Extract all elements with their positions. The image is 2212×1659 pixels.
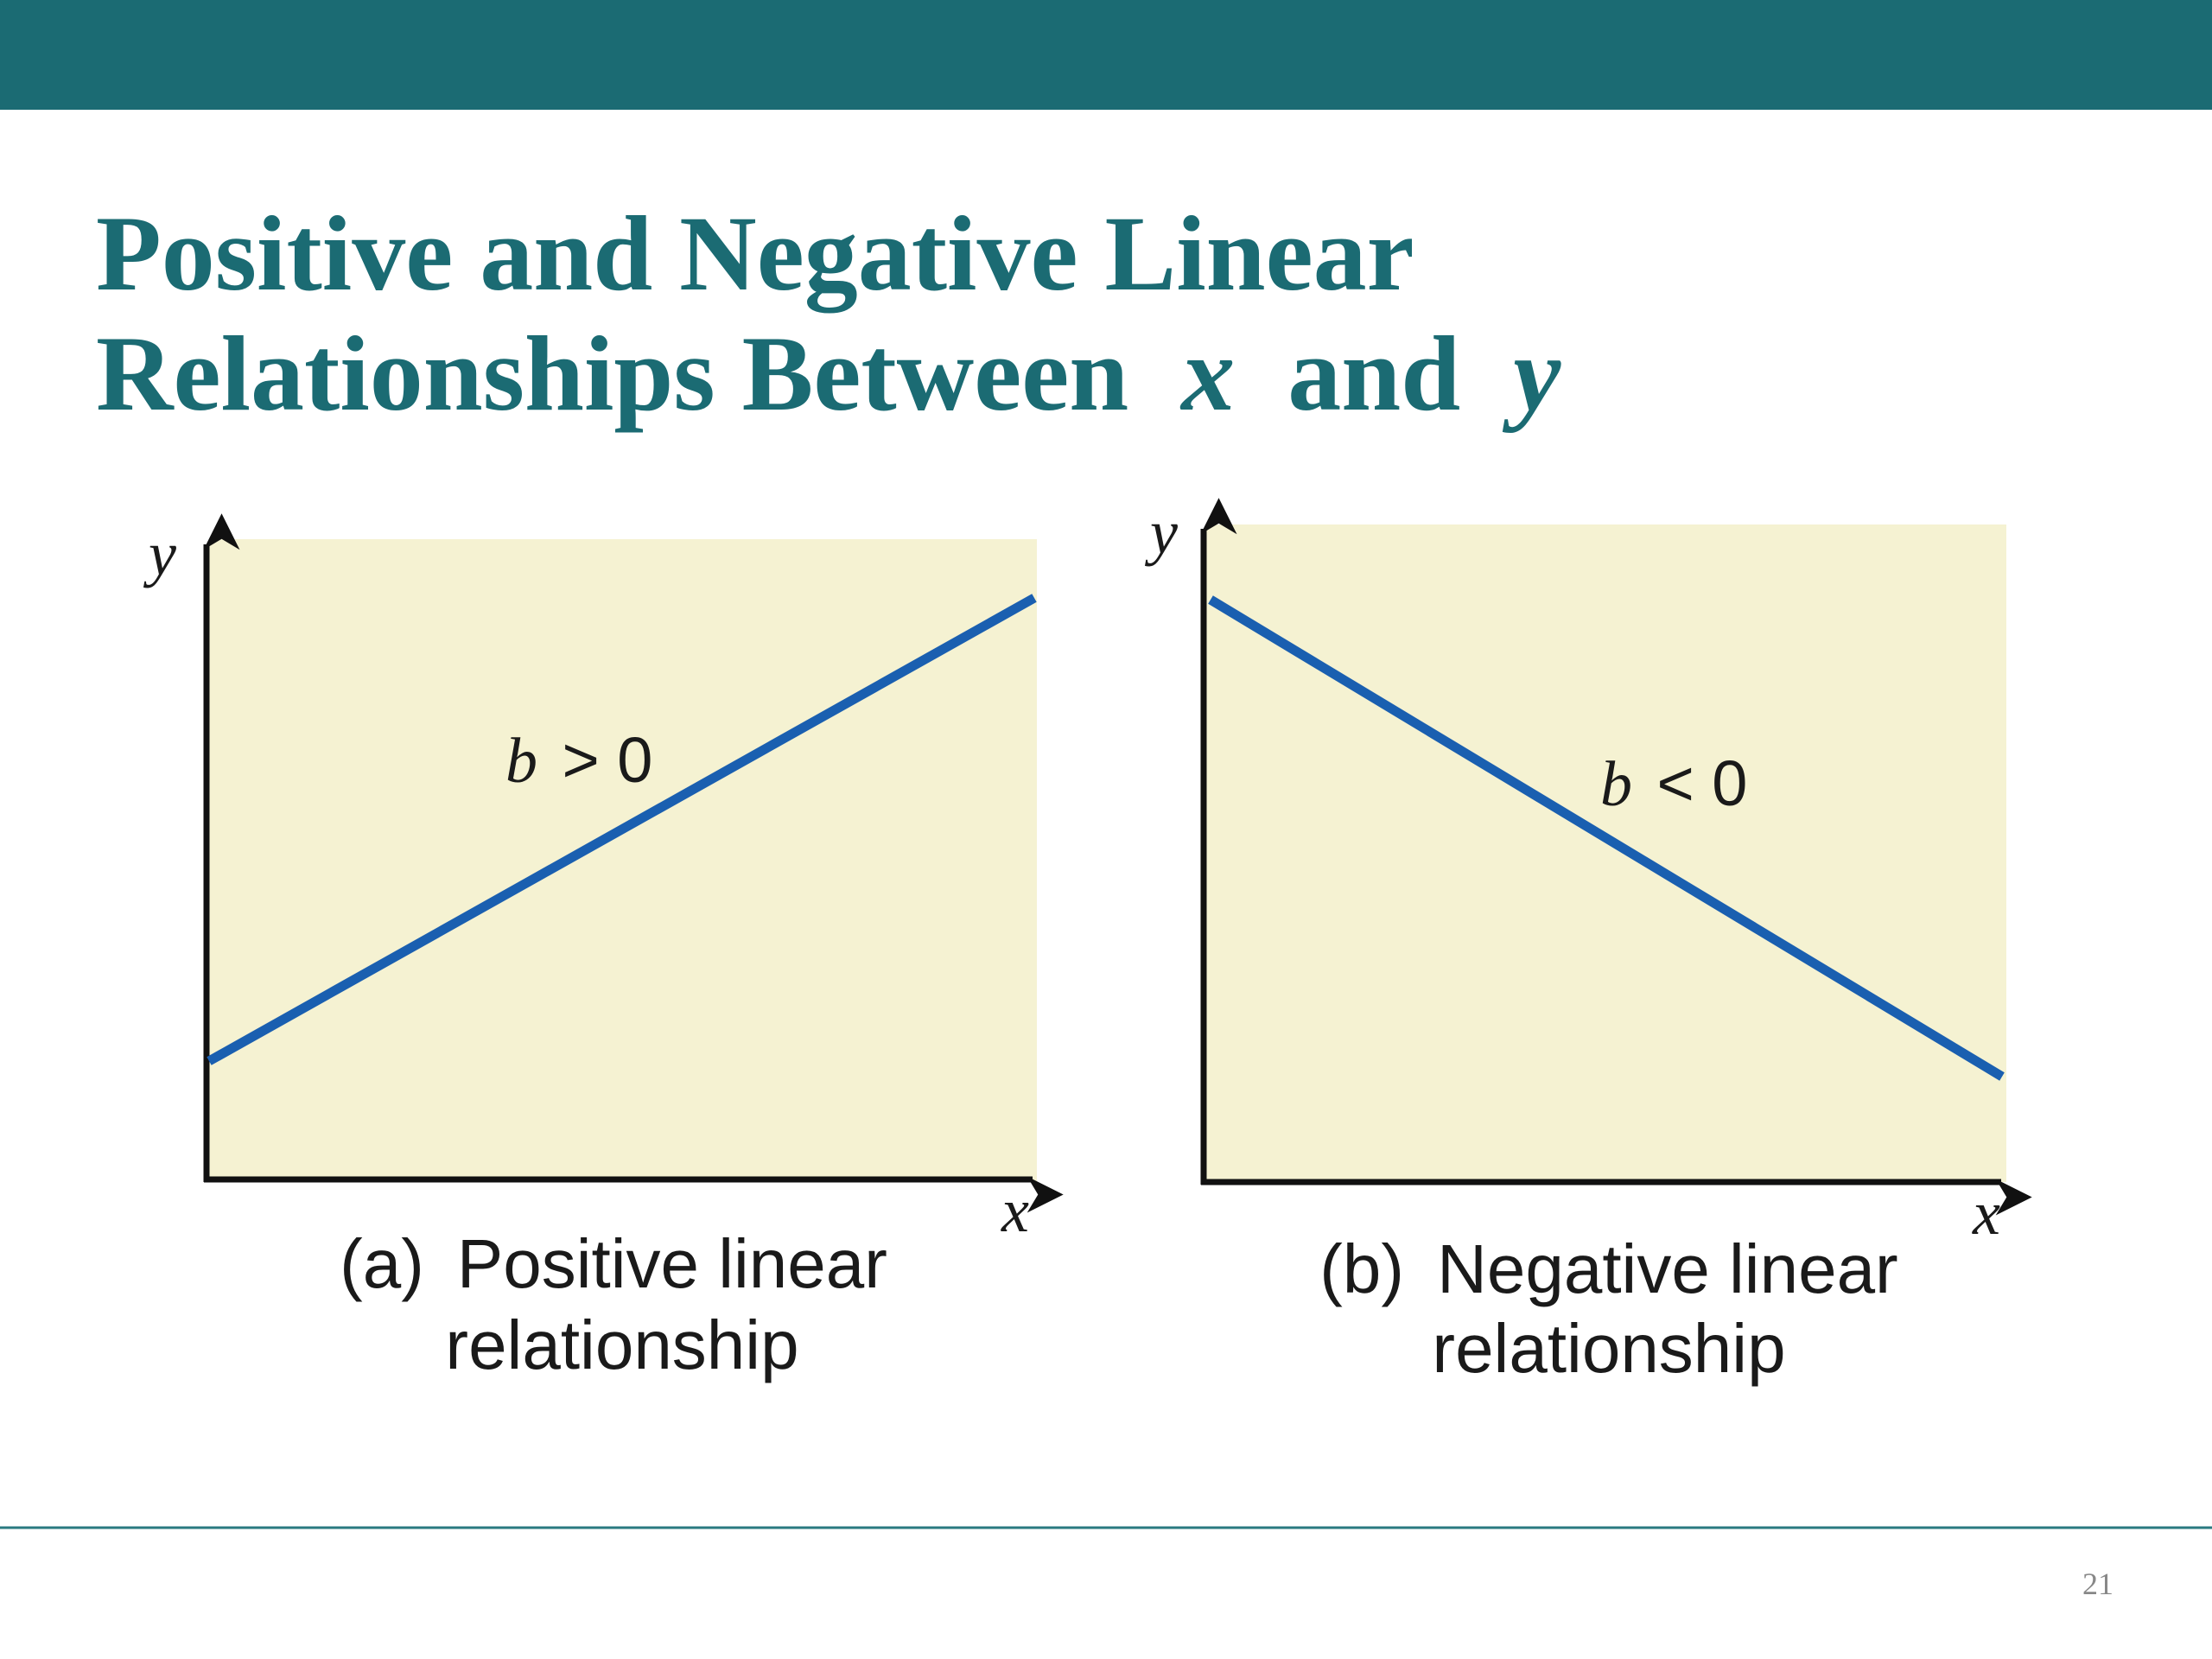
x-label: x (1972, 1179, 2000, 1248)
trend-line (1208, 595, 2005, 1081)
title-text: and (1287, 315, 1460, 433)
plot-bg (1206, 524, 2006, 1182)
caption-line2: relationship (445, 1306, 798, 1383)
caption-line1: (a) Positive linear (340, 1225, 887, 1303)
y-label: y (143, 519, 176, 588)
plot-bg (209, 539, 1037, 1182)
y-label: y (1144, 498, 1178, 567)
page-number: 21 (2082, 1567, 2113, 1601)
slope-label: b < 0 (1600, 747, 1747, 820)
slope-relation: < 0 (1657, 747, 1748, 819)
caption-text: Positive linear (457, 1225, 887, 1302)
caption-line2: relationship (1432, 1310, 1785, 1387)
slope-label: b > 0 (505, 724, 652, 797)
caption-letter: (b) (1319, 1230, 1404, 1307)
slope-relation: > 0 (563, 724, 653, 796)
top-bar (0, 0, 2212, 110)
trend-line (207, 594, 1037, 1065)
title-text: Relationships Between (96, 315, 1128, 433)
caption-text: Negative linear (1437, 1230, 1898, 1307)
panel-a: y x b > 0 (a) Positive linear relationsh… (143, 513, 1064, 1383)
title-x: x (1179, 315, 1235, 433)
panel-b: y x b < 0 (b) Negative linear relationsh… (1144, 498, 2032, 1387)
title-line1: Positive and Negative Linear (96, 194, 1414, 314)
caption-line1: (b) Negative linear (1319, 1230, 1897, 1308)
title-line2: Relationships Between x and y (96, 315, 1561, 433)
title-y: y (1502, 315, 1561, 433)
slope-symbol: b (505, 726, 537, 797)
x-label: x (1001, 1176, 1029, 1245)
slope-symbol: b (1600, 749, 1632, 820)
caption-letter: (a) (340, 1225, 424, 1302)
